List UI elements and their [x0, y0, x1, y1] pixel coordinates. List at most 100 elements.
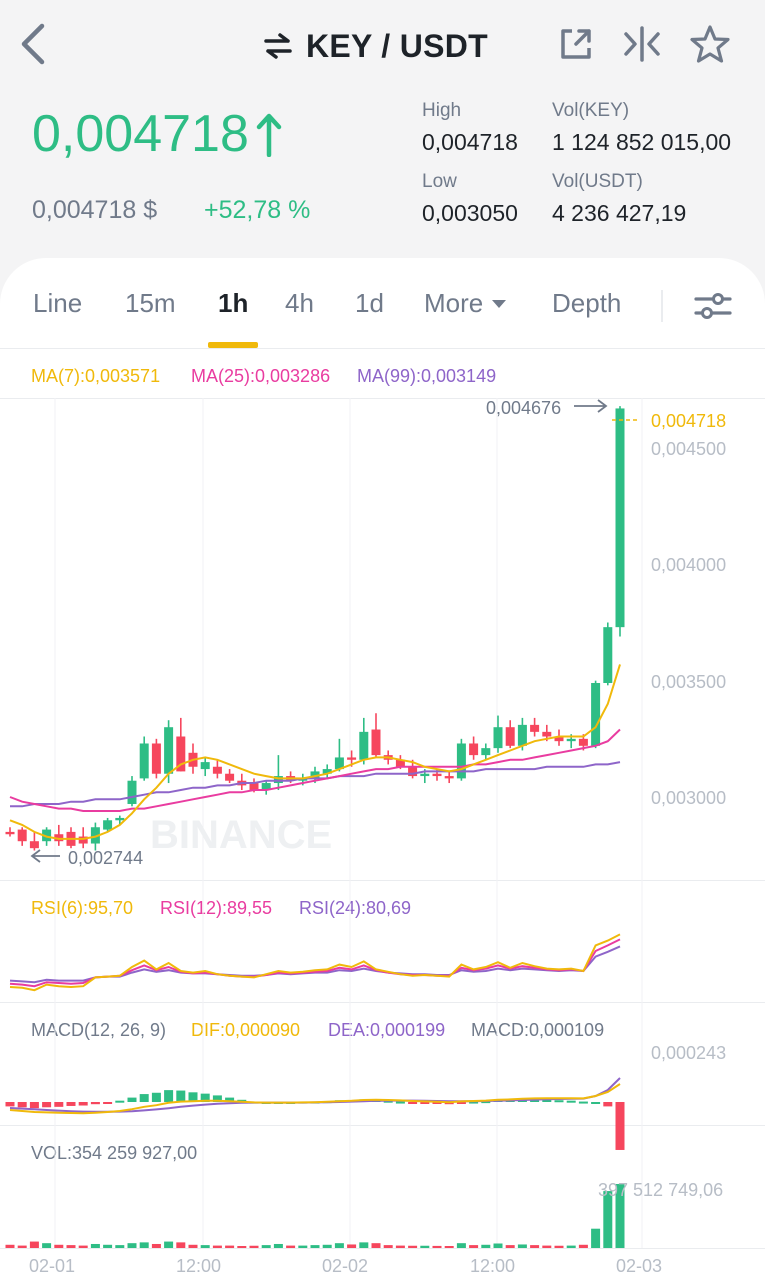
volume-bar	[164, 1241, 174, 1248]
volume-bar	[90, 1243, 100, 1248]
volume-bar	[432, 1245, 442, 1248]
tab-1h[interactable]: 1h	[218, 288, 249, 318]
macd-bar	[383, 1100, 393, 1103]
volume-bar	[78, 1245, 88, 1248]
macd-bar	[151, 1092, 161, 1102]
rsi12-label: RSI(12):89,55	[160, 898, 273, 918]
volume-bar	[5, 1244, 15, 1248]
tab-depth[interactable]: Depth	[552, 288, 622, 318]
candle	[78, 827, 88, 849]
macd-bar	[90, 1102, 100, 1105]
active-tab-indicator	[208, 342, 258, 348]
volume-bar	[188, 1244, 198, 1248]
volume-bar	[603, 1191, 613, 1248]
candle	[139, 736, 149, 781]
candle	[456, 738, 466, 781]
y-tick-label: 0,003000	[651, 788, 727, 808]
tab-1d[interactable]: 1d	[355, 288, 384, 318]
rsi6-line	[9, 933, 621, 992]
volume-bar	[212, 1245, 222, 1248]
watermark: BINANCE	[150, 813, 332, 857]
dif-line	[9, 1083, 621, 1115]
divider	[0, 880, 765, 881]
volume-bar	[530, 1245, 540, 1248]
rsi24-label: RSI(24):80,69	[299, 898, 412, 918]
macd-bar	[54, 1102, 64, 1107]
volume-bar	[615, 1184, 625, 1248]
divider	[0, 398, 765, 399]
caret-down-icon	[492, 299, 507, 308]
volume-bar	[334, 1243, 344, 1248]
ma99-label: MA(99):0,003149	[357, 366, 497, 386]
vol-max-label: 397 512 749,06	[598, 1180, 723, 1200]
candle	[273, 755, 283, 791]
vol-key-label: Vol(KEY)	[552, 100, 630, 121]
min-price-marker: 0,002744	[68, 848, 143, 868]
macd-bar	[408, 1102, 418, 1104]
tab-more[interactable]: More	[424, 288, 507, 319]
volume-bar	[359, 1242, 369, 1248]
candle	[603, 622, 613, 686]
macd-bar	[176, 1090, 186, 1102]
x-tick-label: 12:00	[176, 1256, 222, 1276]
ma25-label: MA(25):0,003286	[191, 366, 331, 386]
y-tick-label: 0,004500	[651, 439, 727, 459]
tab-15m[interactable]: 15m	[125, 288, 176, 318]
candle	[103, 817, 113, 832]
star-icon[interactable]	[690, 24, 730, 64]
ma7-label: MA(7):0,003571	[31, 366, 161, 386]
tab-line[interactable]: Line	[33, 288, 83, 318]
ma99-line	[10, 761, 621, 808]
macd-bar	[127, 1097, 137, 1102]
volume-bar	[566, 1245, 576, 1248]
dif-label: DIF:0,000090	[191, 1020, 301, 1040]
candle	[554, 729, 564, 746]
x-tick-label: 12:00	[470, 1256, 516, 1276]
external-link-icon[interactable]	[556, 24, 596, 64]
volume-bar	[322, 1244, 332, 1248]
volume-bar	[103, 1244, 113, 1248]
volume-bar	[42, 1243, 52, 1248]
current-price-label: 0,004718	[651, 411, 727, 431]
divider	[0, 1125, 765, 1126]
max-price-marker: 0,004676	[486, 398, 561, 418]
volume-bar	[481, 1244, 491, 1248]
back-arrow-icon[interactable]	[14, 22, 54, 66]
candle	[212, 759, 222, 779]
rsi6-label: RSI(6):95,70	[31, 898, 134, 918]
tab-divider	[661, 290, 663, 322]
macd-bar	[395, 1101, 405, 1104]
candle	[151, 738, 161, 779]
vol-usdt-value: 4 236 427,19	[552, 200, 687, 226]
macd-bar	[578, 1101, 588, 1104]
high-label: High	[422, 100, 462, 121]
chart-settings-icon[interactable]	[694, 290, 732, 322]
dea-label: DEA:0,000199	[328, 1020, 446, 1040]
macd-bar	[164, 1090, 174, 1102]
volume-bar	[115, 1245, 125, 1248]
macd-bar	[469, 1101, 479, 1104]
vol-usdt-label: Vol(USDT)	[552, 171, 643, 192]
macd-bar	[481, 1101, 491, 1104]
pair-title: KEY / USDT	[306, 27, 488, 64]
volume-bar	[273, 1243, 283, 1248]
pair-selector[interactable]: KEY / USDT	[262, 24, 488, 68]
macd-bar	[542, 1099, 552, 1102]
macd-bar	[17, 1102, 27, 1108]
volume-bar	[225, 1245, 235, 1248]
tab-4h[interactable]: 4h	[285, 288, 314, 318]
x-tick-label: 02-01	[29, 1256, 76, 1276]
volume-bar	[444, 1246, 454, 1248]
arrow-up-icon	[256, 113, 282, 157]
volume-bar	[286, 1245, 296, 1248]
volume-bar	[591, 1228, 601, 1248]
last-price: 0,004718	[32, 104, 283, 164]
volume-bar	[420, 1245, 430, 1248]
volume-bar	[237, 1246, 247, 1248]
volume-bar	[554, 1245, 564, 1248]
candle	[115, 815, 125, 825]
x-tick-label: 02-03	[616, 1256, 663, 1276]
compare-icon[interactable]	[622, 24, 662, 64]
volume-bar	[176, 1242, 186, 1248]
